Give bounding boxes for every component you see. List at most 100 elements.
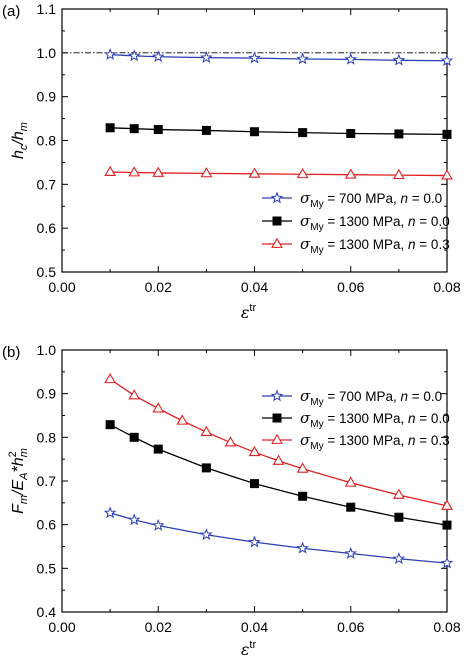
data-point: [248, 445, 261, 457]
legend-item: σMy = 1300 MPa, n = 0.3: [262, 235, 450, 256]
legend-label: σMy = 700 MPa, n = 0.0: [300, 387, 442, 408]
legend-label: σMy = 1300 MPa, n = 0.0: [300, 212, 450, 233]
data-point: [394, 512, 404, 522]
y-tick-label: 0.9: [37, 386, 57, 402]
panel-label: (a): [2, 3, 20, 20]
data-point: [392, 488, 405, 499]
data-point: [200, 51, 213, 64]
data-point: [105, 420, 115, 430]
data-point: [103, 47, 117, 60]
series-0: [103, 506, 454, 569]
data-point: [129, 124, 139, 134]
data-point: [296, 52, 309, 65]
x-tick-label: 0.04: [241, 279, 268, 295]
data-point: [441, 499, 453, 510]
data-point: [152, 166, 165, 177]
legend-item: σMy = 1300 MPa, n = 0.0: [262, 409, 450, 430]
data-point: [298, 491, 308, 501]
series-2: [104, 372, 453, 510]
legend-label: σMy = 700 MPa, n = 0.0: [300, 189, 442, 210]
data-point: [346, 502, 356, 512]
y-axis-label: Fm/EA*h2m: [7, 448, 30, 514]
data-point: [248, 535, 261, 548]
legend-label: σMy = 1300 MPa, n = 0.0: [300, 409, 450, 430]
y-tick-label: 0.9: [37, 89, 57, 105]
data-point: [153, 125, 163, 135]
data-point: [392, 552, 406, 565]
legend-marker: [272, 216, 282, 226]
legend-marker: [270, 191, 284, 204]
data-point: [441, 169, 453, 180]
y-tick-label: 0.7: [37, 473, 57, 489]
x-tick-label: 0.06: [337, 619, 364, 635]
data-point: [201, 125, 211, 135]
legend-item: σMy = 1300 MPa, n = 0.0: [262, 212, 450, 233]
y-tick-label: 0.5: [37, 560, 57, 576]
legend-marker: [270, 389, 284, 402]
chart-panel-a: 0.00 0.02 0.04 0.06 0.08 0.5 0.6 0.7 0.8 0.9 1.0 1.…: [2, 1, 461, 322]
y-tick-label: 0.7: [37, 176, 57, 192]
data-point: [250, 479, 259, 489]
data-point: [392, 53, 406, 66]
data-point: [200, 167, 213, 178]
data-point: [129, 432, 139, 442]
data-point: [298, 128, 308, 138]
legend-label: σMy = 1300 MPa, n = 0.3: [300, 431, 450, 452]
y-tick-label: 0.6: [37, 517, 57, 533]
data-point: [103, 506, 117, 519]
data-point: [346, 128, 356, 138]
y-tick-label: 1.1: [37, 1, 57, 17]
x-tick-label: 0.02: [145, 619, 172, 635]
x-axis-label: εtr: [241, 639, 257, 659]
data-point: [344, 168, 357, 179]
data-point: [296, 462, 309, 473]
x-tick-label: 0.08: [433, 279, 460, 295]
data-point: [442, 520, 452, 530]
y-axis-label: hc/hm: [10, 122, 30, 159]
data-point: [344, 52, 358, 65]
data-point: [200, 528, 213, 541]
y-tick-label: 1.0: [37, 45, 57, 61]
data-point: [250, 127, 259, 137]
data-point: [224, 436, 237, 447]
legend-item: σMy = 1300 MPa, n = 0.3: [262, 431, 450, 452]
series-2: [104, 165, 453, 180]
x-tick-label: 0.08: [433, 619, 460, 635]
data-point: [128, 389, 141, 400]
plot-frame: [61, 8, 448, 273]
data-point: [296, 167, 309, 179]
panel-label: (b): [2, 344, 20, 361]
y-tick-label: 1.0: [37, 342, 57, 358]
legend-item: σMy = 700 MPa, n = 0.0: [262, 387, 442, 408]
data-point: [152, 402, 165, 413]
data-point: [151, 518, 165, 531]
y-tick-label: 0.5: [37, 264, 57, 280]
data-point: [127, 49, 141, 62]
legend-marker: [271, 433, 283, 444]
data-point: [200, 425, 213, 437]
data-point: [394, 129, 404, 139]
data-point: [248, 51, 261, 64]
x-tick-label: 0.06: [337, 279, 364, 295]
data-point: [440, 54, 454, 67]
y-tick-label: 0.8: [37, 133, 57, 149]
legend-marker: [272, 413, 282, 423]
data-point: [344, 476, 357, 487]
data-point: [105, 123, 115, 133]
series-1: [105, 123, 452, 139]
data-point: [104, 165, 117, 176]
x-tick-label: 0.00: [48, 619, 75, 635]
series-line: [109, 378, 448, 507]
data-point: [272, 454, 285, 465]
data-point: [153, 444, 163, 454]
y-tick-label: 0.8: [37, 429, 57, 445]
x-tick-label: 0.04: [241, 619, 268, 635]
legend-item: σMy = 700 MPa, n = 0.0: [262, 189, 442, 210]
y-tick-label: 0.4: [37, 604, 57, 620]
data-point: [344, 546, 358, 559]
data-point: [201, 463, 211, 473]
data-point: [104, 372, 117, 384]
